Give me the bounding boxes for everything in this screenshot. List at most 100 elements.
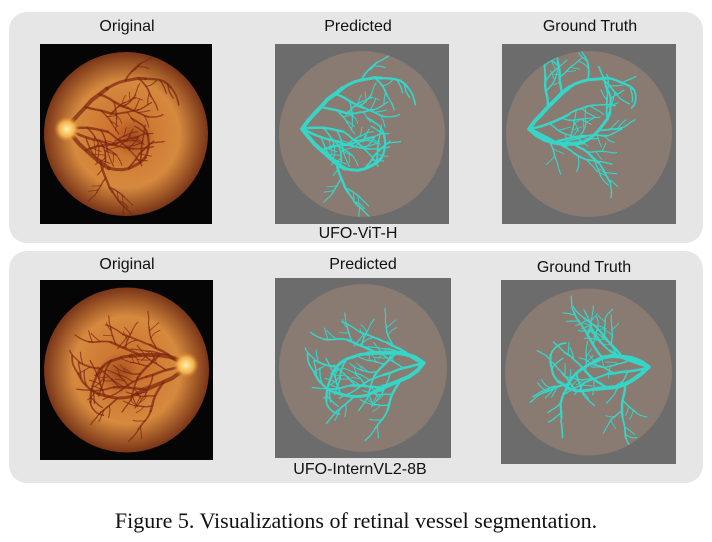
vessel — [586, 150, 606, 153]
vessel — [590, 313, 598, 322]
vessel — [148, 140, 165, 145]
vessel — [383, 91, 387, 106]
vessel — [319, 105, 354, 115]
vessel — [598, 127, 623, 132]
vessel — [364, 149, 379, 167]
vessel — [606, 359, 630, 368]
vessel — [130, 361, 149, 367]
retina — [506, 51, 672, 217]
vessel — [592, 378, 595, 396]
vessel — [373, 132, 390, 138]
vessel — [595, 151, 603, 160]
vessel — [133, 391, 147, 395]
vessel — [310, 331, 326, 340]
vessel — [364, 135, 376, 149]
vessel — [330, 157, 342, 166]
vessel — [169, 86, 180, 106]
vessel — [527, 113, 570, 131]
vessel — [350, 117, 354, 131]
vessel — [586, 159, 599, 173]
vessel — [100, 129, 109, 153]
vessel — [570, 295, 575, 313]
vessel — [137, 359, 151, 361]
vessel — [364, 91, 367, 102]
vessel — [118, 139, 135, 142]
vessel — [594, 325, 605, 329]
vessel — [607, 178, 619, 188]
vessel — [334, 92, 365, 109]
vessel — [372, 404, 381, 412]
vessel — [607, 128, 623, 137]
vessel — [129, 399, 139, 407]
vessel — [527, 85, 572, 131]
vessel — [341, 321, 361, 333]
vessel — [609, 181, 613, 199]
vessel — [300, 126, 345, 133]
vessel — [604, 84, 612, 114]
vessel — [544, 67, 559, 82]
vessel — [128, 135, 140, 149]
vessel — [88, 330, 94, 343]
vessel — [547, 137, 557, 160]
vessel — [342, 130, 367, 151]
vessel — [370, 403, 390, 407]
vessel — [373, 109, 387, 113]
vessel — [347, 191, 364, 211]
vessel — [120, 375, 148, 392]
vessel — [361, 131, 375, 136]
vessel — [584, 329, 604, 359]
vessel — [551, 357, 564, 370]
vessel — [342, 372, 357, 387]
vessel — [325, 357, 334, 374]
vessel — [373, 356, 388, 359]
vessel — [369, 98, 377, 111]
vessel — [314, 359, 338, 368]
vessel — [359, 196, 370, 207]
vessel — [332, 161, 342, 176]
vessel — [322, 126, 336, 148]
vessel — [139, 395, 147, 404]
fundus-image — [275, 278, 451, 458]
column-label: Original — [99, 18, 154, 35]
vessel — [584, 134, 609, 137]
vessel — [133, 96, 144, 101]
vessel — [326, 330, 337, 340]
vessel — [605, 390, 617, 404]
vessel — [358, 336, 374, 346]
vessel — [102, 334, 114, 337]
vessel — [584, 107, 587, 121]
vessel — [334, 363, 340, 377]
vessel — [621, 399, 637, 413]
vessel — [594, 103, 617, 107]
vessel — [569, 347, 575, 360]
vessel — [323, 337, 349, 341]
vessel — [300, 127, 343, 145]
vessel — [90, 396, 104, 409]
vessel — [357, 94, 363, 105]
vessel — [375, 393, 384, 402]
vessel — [567, 341, 570, 356]
vessel — [589, 105, 605, 116]
vessel — [384, 307, 387, 325]
vessel — [577, 138, 589, 147]
vessel — [621, 415, 627, 440]
vessel — [592, 327, 599, 346]
vessel — [122, 333, 152, 346]
vessel — [366, 346, 384, 350]
vessel — [136, 344, 148, 359]
vessel — [123, 326, 131, 336]
vessel — [338, 332, 350, 335]
vessel — [559, 136, 583, 145]
vessel — [562, 384, 582, 396]
vessel — [364, 427, 376, 442]
vessel — [601, 142, 607, 152]
vessel — [366, 398, 375, 406]
vessel — [300, 86, 345, 131]
vessel — [382, 361, 425, 377]
vessel — [137, 385, 151, 390]
vessel — [339, 378, 350, 380]
vessel — [578, 60, 590, 70]
vessel — [96, 373, 106, 397]
vessel — [375, 139, 380, 164]
vessel — [95, 176, 107, 194]
